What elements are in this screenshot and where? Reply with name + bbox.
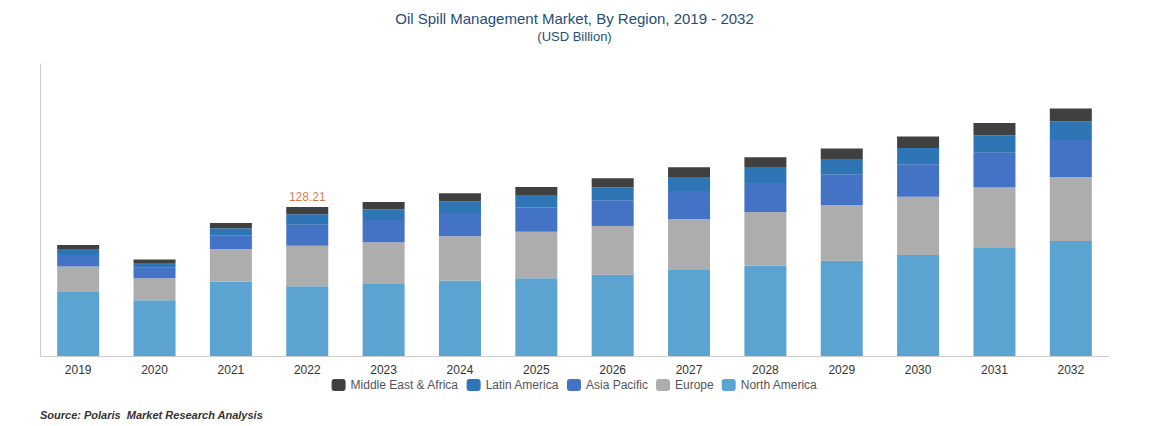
svg-text:2030: 2030 [905, 363, 932, 377]
svg-text:128.21: 128.21 [289, 190, 326, 204]
svg-text:Middle East & Africa: Middle East & Africa [351, 378, 459, 392]
svg-text:Asia Pacific: Asia Pacific [586, 378, 648, 392]
svg-text:Oil Spill Management Market, B: Oil Spill Management Market, By Region, … [395, 10, 754, 27]
svg-text:2032: 2032 [1057, 363, 1084, 377]
svg-text:North America: North America [741, 378, 817, 392]
svg-text:2020: 2020 [141, 363, 168, 377]
svg-text:2023: 2023 [370, 363, 397, 377]
svg-text:2024: 2024 [447, 363, 474, 377]
svg-text:Latin America: Latin America [486, 378, 559, 392]
svg-text:2025: 2025 [523, 363, 550, 377]
svg-text:2019: 2019 [65, 363, 92, 377]
svg-text:2021: 2021 [218, 363, 245, 377]
svg-text:2031: 2031 [981, 363, 1008, 377]
svg-text:2028: 2028 [752, 363, 779, 377]
svg-text:(USD Billion): (USD Billion) [537, 29, 611, 44]
svg-text:2027: 2027 [676, 363, 703, 377]
svg-text:2029: 2029 [828, 363, 855, 377]
svg-text:2026: 2026 [599, 363, 626, 377]
svg-text:Europe: Europe [675, 378, 714, 392]
svg-text:Source: Polaris Market Resear: Source: Polaris Market Research Analysis [40, 409, 263, 421]
svg-text:2022: 2022 [294, 363, 321, 377]
